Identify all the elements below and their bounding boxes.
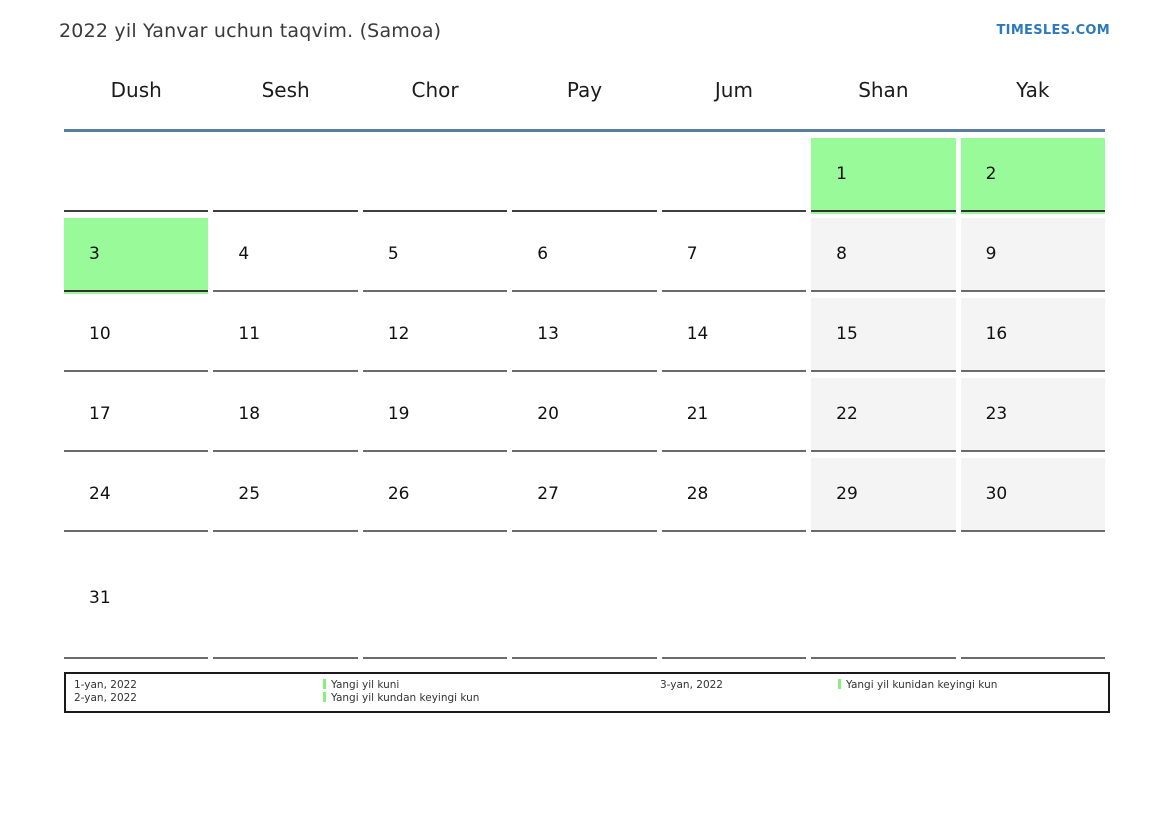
day-cell: 17 (64, 378, 209, 452)
week-row-3: 10 11 12 13 14 15 16 (64, 298, 1105, 372)
header-divider (64, 129, 1105, 132)
day-cell: 27 (512, 458, 657, 532)
holiday-marker-icon (838, 679, 841, 689)
weekday-pay: Pay (566, 78, 603, 102)
day-cell-empty (362, 138, 508, 212)
day-cell-empty (960, 538, 1105, 659)
day-cell-empty (661, 538, 807, 659)
day-cell: 14 (661, 298, 807, 372)
legend-date-3: 3-yan, 2022 (660, 679, 723, 691)
day-cell: 26 (362, 458, 508, 532)
day-cell: 4 (213, 218, 358, 292)
holiday-day-cell: 3 (64, 218, 209, 292)
day-cell-empty (362, 538, 508, 659)
legend-label-1: Yangi yil kuni (331, 679, 400, 691)
weekend-day-cell: 22 (811, 378, 956, 452)
day-cell: 20 (512, 378, 657, 452)
weekend-day-cell: 29 (811, 458, 956, 532)
day-cell: 11 (213, 298, 358, 372)
day-cell: 12 (362, 298, 508, 372)
day-cell: 28 (661, 458, 807, 532)
day-cell: 24 (64, 458, 209, 532)
day-cell-empty (512, 538, 657, 659)
day-cell-empty (811, 538, 956, 659)
legend-label-3: Yangi yil kunidan keyingi kun (846, 679, 998, 691)
day-cell-empty (213, 538, 358, 659)
weekend-day-cell: 15 (811, 298, 956, 372)
holiday-marker-icon (323, 679, 326, 689)
week-row-2: 3 4 5 6 7 8 9 (64, 218, 1105, 292)
holiday-day-cell: 1 (811, 138, 956, 212)
calendar: Dush Sesh Chor Pay Jum Shan Yak 1 2 3 4 … (64, 78, 1105, 659)
day-cell: 6 (512, 218, 657, 292)
day-cell: 25 (213, 458, 358, 532)
legend-entry-1: Yangi yil kuni (323, 679, 399, 691)
weekday-shan: Shan (858, 78, 909, 102)
day-cell-empty (512, 138, 657, 212)
day-cell: 5 (362, 218, 508, 292)
day-cell: 19 (362, 378, 508, 452)
page-title: 2022 yil Yanvar uchun taqvim. (Samoa) (59, 20, 442, 42)
weekend-day-cell: 9 (960, 218, 1105, 292)
day-cell: 13 (512, 298, 657, 372)
week-row-5: 24 25 26 27 28 29 30 (64, 458, 1105, 532)
weekday-yak: Yak (1016, 78, 1050, 102)
weekend-day-cell: 8 (811, 218, 956, 292)
day-cell: 21 (661, 378, 807, 452)
weekday-chor: Chor (411, 78, 459, 102)
holiday-marker-icon (323, 692, 326, 702)
weekday-header-row: Dush Sesh Chor Pay Jum Shan Yak (64, 78, 1105, 120)
day-cell: 31 (64, 538, 209, 659)
legend-date-2: 2-yan, 2022 (74, 692, 137, 704)
day-cell: 7 (661, 218, 807, 292)
legend-label-2: Yangi yil kundan keyingi kun (331, 692, 480, 704)
day-cell-empty (213, 138, 358, 212)
timesles-brand-link[interactable]: TIMESLES.COM (996, 23, 1110, 38)
holiday-day-cell: 2 (960, 138, 1105, 212)
legend-date-1: 1-yan, 2022 (74, 679, 137, 691)
weekday-jum: Jum (714, 78, 753, 102)
day-cell: 18 (213, 378, 358, 452)
weekend-day-cell: 23 (960, 378, 1105, 452)
legend-entry-3: Yangi yil kunidan keyingi kun (838, 679, 997, 691)
weekday-sesh: Sesh (261, 78, 310, 102)
weekend-day-cell: 16 (960, 298, 1105, 372)
week-row-1: 1 2 (64, 138, 1105, 212)
legend-box: 1-yan, 2022 2-yan, 2022 Yangi yil kuni Y… (64, 672, 1110, 713)
week-row-6: 31 (64, 538, 1105, 659)
page-header: 2022 yil Yanvar uchun taqvim. (Samoa) TI… (59, 20, 1110, 50)
weekend-day-cell: 30 (960, 458, 1105, 532)
week-row-4: 17 18 19 20 21 22 23 (64, 378, 1105, 452)
day-cell: 10 (64, 298, 209, 372)
legend-entry-2: Yangi yil kundan keyingi kun (323, 692, 479, 704)
weekday-dush: Dush (110, 78, 162, 102)
day-cell-empty (64, 138, 209, 212)
day-cell-empty (661, 138, 807, 212)
